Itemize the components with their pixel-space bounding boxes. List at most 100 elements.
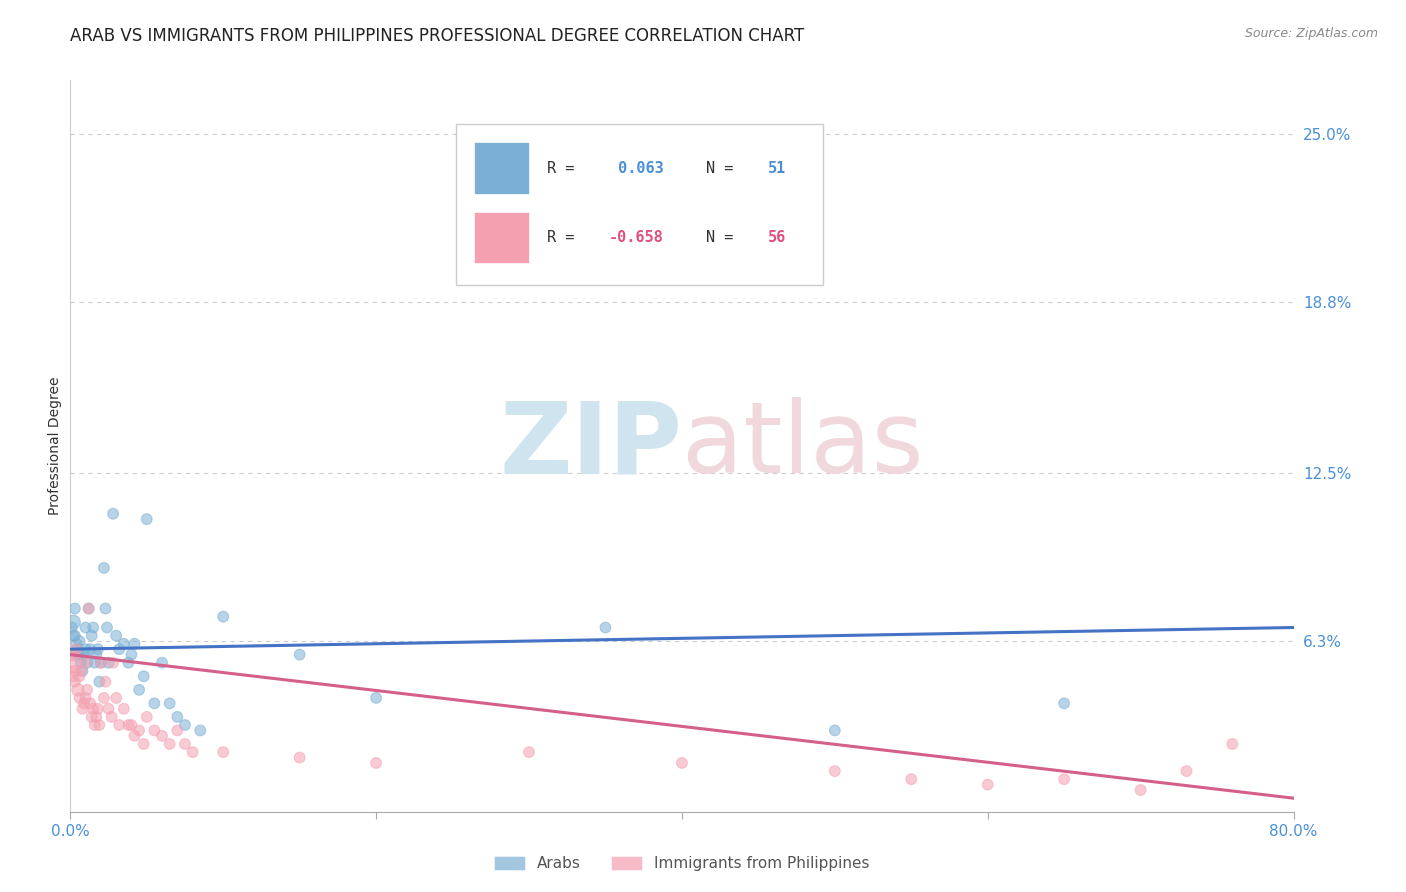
Point — [976, 778, 998, 792]
Point — [174, 737, 197, 751]
Point — [70, 664, 93, 678]
Point — [65, 648, 87, 662]
Text: atlas: atlas — [682, 398, 924, 494]
Text: R =: R = — [547, 161, 583, 176]
Point — [595, 620, 617, 634]
Point — [72, 664, 94, 678]
Point — [62, 669, 84, 683]
Point — [166, 710, 188, 724]
Point — [62, 615, 84, 629]
Point — [1053, 697, 1076, 711]
Text: R =: R = — [547, 230, 583, 245]
Point — [108, 642, 131, 657]
Point — [124, 729, 146, 743]
Point — [366, 690, 388, 705]
Point — [100, 710, 122, 724]
Point — [87, 642, 110, 657]
Point — [105, 629, 128, 643]
Point — [63, 674, 86, 689]
FancyBboxPatch shape — [474, 143, 529, 194]
Point — [174, 718, 197, 732]
Point — [62, 629, 84, 643]
Point — [69, 690, 91, 705]
Point — [671, 756, 693, 770]
Text: ZIP: ZIP — [499, 398, 682, 494]
Point — [69, 634, 91, 648]
Point — [128, 682, 150, 697]
Point — [1175, 764, 1198, 778]
Point — [128, 723, 150, 738]
Point — [150, 656, 173, 670]
Point — [166, 723, 188, 738]
Point — [132, 737, 155, 751]
Point — [66, 682, 89, 697]
Point — [900, 772, 922, 787]
Point — [132, 669, 155, 683]
Text: 51: 51 — [768, 161, 786, 176]
Text: Source: ZipAtlas.com: Source: ZipAtlas.com — [1244, 27, 1378, 40]
Point — [80, 710, 103, 724]
Point — [824, 723, 846, 738]
Point — [60, 620, 83, 634]
Point — [63, 601, 86, 615]
FancyBboxPatch shape — [474, 212, 529, 263]
Point — [75, 620, 97, 634]
Point — [96, 620, 118, 634]
Point — [76, 656, 98, 670]
Point — [188, 723, 211, 738]
Point — [75, 642, 97, 657]
Legend: Arabs, Immigrants from Philippines: Arabs, Immigrants from Philippines — [488, 850, 876, 877]
Point — [70, 656, 93, 670]
Text: N =: N = — [706, 230, 742, 245]
Point — [73, 697, 96, 711]
Point — [288, 648, 311, 662]
Point — [143, 723, 166, 738]
Point — [72, 702, 94, 716]
Point — [212, 745, 235, 759]
Point — [143, 697, 166, 711]
Point — [76, 682, 98, 697]
Text: ARAB VS IMMIGRANTS FROM PHILIPPINES PROFESSIONAL DEGREE CORRELATION CHART: ARAB VS IMMIGRANTS FROM PHILIPPINES PROF… — [70, 27, 804, 45]
Point — [101, 656, 124, 670]
Point — [89, 674, 111, 689]
FancyBboxPatch shape — [456, 124, 823, 285]
Point — [159, 697, 181, 711]
Point — [75, 656, 97, 670]
Point — [135, 710, 157, 724]
Point — [79, 697, 101, 711]
Point — [60, 656, 83, 670]
Point — [90, 656, 112, 670]
Point — [77, 601, 100, 615]
Point — [94, 601, 117, 615]
Point — [1129, 783, 1152, 797]
Point — [181, 745, 204, 759]
Point — [1220, 737, 1243, 751]
Point — [69, 669, 91, 683]
Point — [89, 718, 111, 732]
Point — [80, 629, 103, 643]
Point — [135, 512, 157, 526]
Point — [97, 702, 120, 716]
Point — [112, 702, 135, 716]
Point — [150, 729, 173, 743]
Point — [87, 702, 110, 716]
Point — [1053, 772, 1076, 787]
Point — [108, 718, 131, 732]
Point — [112, 637, 135, 651]
Point — [73, 648, 96, 662]
Point — [517, 745, 540, 759]
Point — [69, 648, 91, 662]
Point — [82, 702, 104, 716]
Point — [117, 656, 139, 670]
Point — [93, 561, 115, 575]
Point — [65, 642, 87, 657]
Point — [82, 620, 104, 634]
Point — [366, 756, 388, 770]
Text: 56: 56 — [768, 230, 786, 245]
Text: -0.658: -0.658 — [609, 230, 664, 245]
Point — [62, 648, 84, 662]
Point — [117, 718, 139, 732]
Point — [65, 637, 87, 651]
Point — [75, 690, 97, 705]
Point — [121, 648, 143, 662]
